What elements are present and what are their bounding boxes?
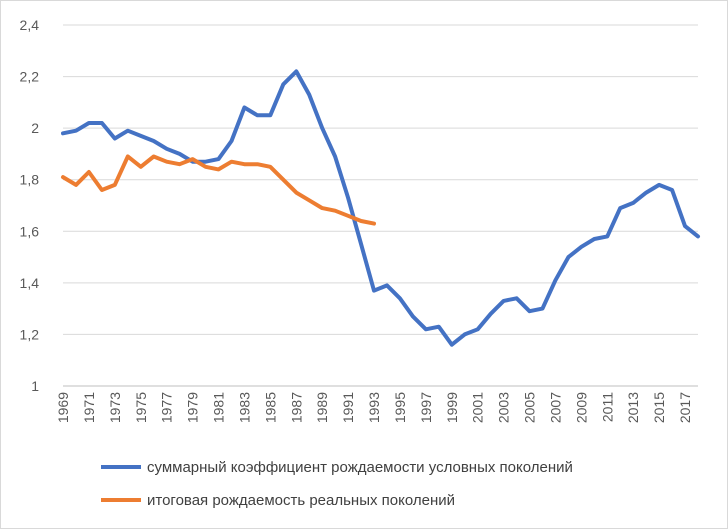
x-tick-label: 2011 <box>599 392 615 422</box>
x-tick-label: 1971 <box>81 392 97 423</box>
x-tick-label: 1997 <box>418 392 434 423</box>
x-tick-label: 1973 <box>107 392 123 423</box>
x-tick-label: 1969 <box>55 392 71 423</box>
x-tick-label: 2007 <box>547 392 563 423</box>
x-tick-label: 1985 <box>262 392 278 423</box>
y-tick-label: 1,4 <box>20 275 40 291</box>
x-tick-label: 1987 <box>288 392 304 423</box>
x-tick-label: 1975 <box>133 392 149 423</box>
x-tick-label: 1993 <box>366 392 382 423</box>
x-tick-label: 1991 <box>340 392 356 423</box>
legend-label-series-2: итоговая рождаемость реальных поколений <box>147 492 455 509</box>
x-tick-label: 2005 <box>522 392 538 423</box>
legend: суммарный коэффициент рождаемости условн… <box>101 459 573 509</box>
x-tick-label: 2001 <box>470 392 486 423</box>
x-tick-label: 2003 <box>496 392 512 423</box>
x-tick-label: 1989 <box>314 392 330 423</box>
y-tick-label: 2 <box>31 120 39 136</box>
x-axis-tick-labels: 1969 1971 1973 1975 1977 1979 1981 1983 1985 1987… <box>55 392 693 423</box>
y-axis-tick-labels: 1 1,2 1,4 1,6 1,8 2 2,2 2,4 <box>20 17 40 394</box>
y-tick-label: 1,6 <box>20 223 40 239</box>
x-tick-label: 2009 <box>573 392 589 423</box>
legend-label-series-1: суммарный коэффициент рождаемости условн… <box>147 459 573 476</box>
x-tick-label: 1999 <box>444 392 460 423</box>
x-tick-label: 2017 <box>677 392 693 423</box>
y-tick-label: 1,2 <box>20 326 40 342</box>
x-tick-label: 1981 <box>211 392 227 423</box>
series-line-1 <box>61 69 700 347</box>
x-tick-label: 1983 <box>236 392 252 423</box>
x-tick-label: 1977 <box>159 392 175 423</box>
series-lines <box>61 69 700 347</box>
y-tick-label: 2,2 <box>20 69 40 85</box>
series-line-2 <box>61 154 376 226</box>
y-tick-label: 1 <box>31 378 39 394</box>
x-tick-label: 2015 <box>651 392 667 423</box>
gridlines <box>63 24 698 387</box>
y-tick-label: 1,8 <box>20 172 40 188</box>
x-tick-label: 1995 <box>392 392 408 423</box>
x-tick-label: 1979 <box>185 392 201 423</box>
x-tick-label: 2013 <box>625 392 641 423</box>
y-tick-label: 2,4 <box>20 17 40 33</box>
